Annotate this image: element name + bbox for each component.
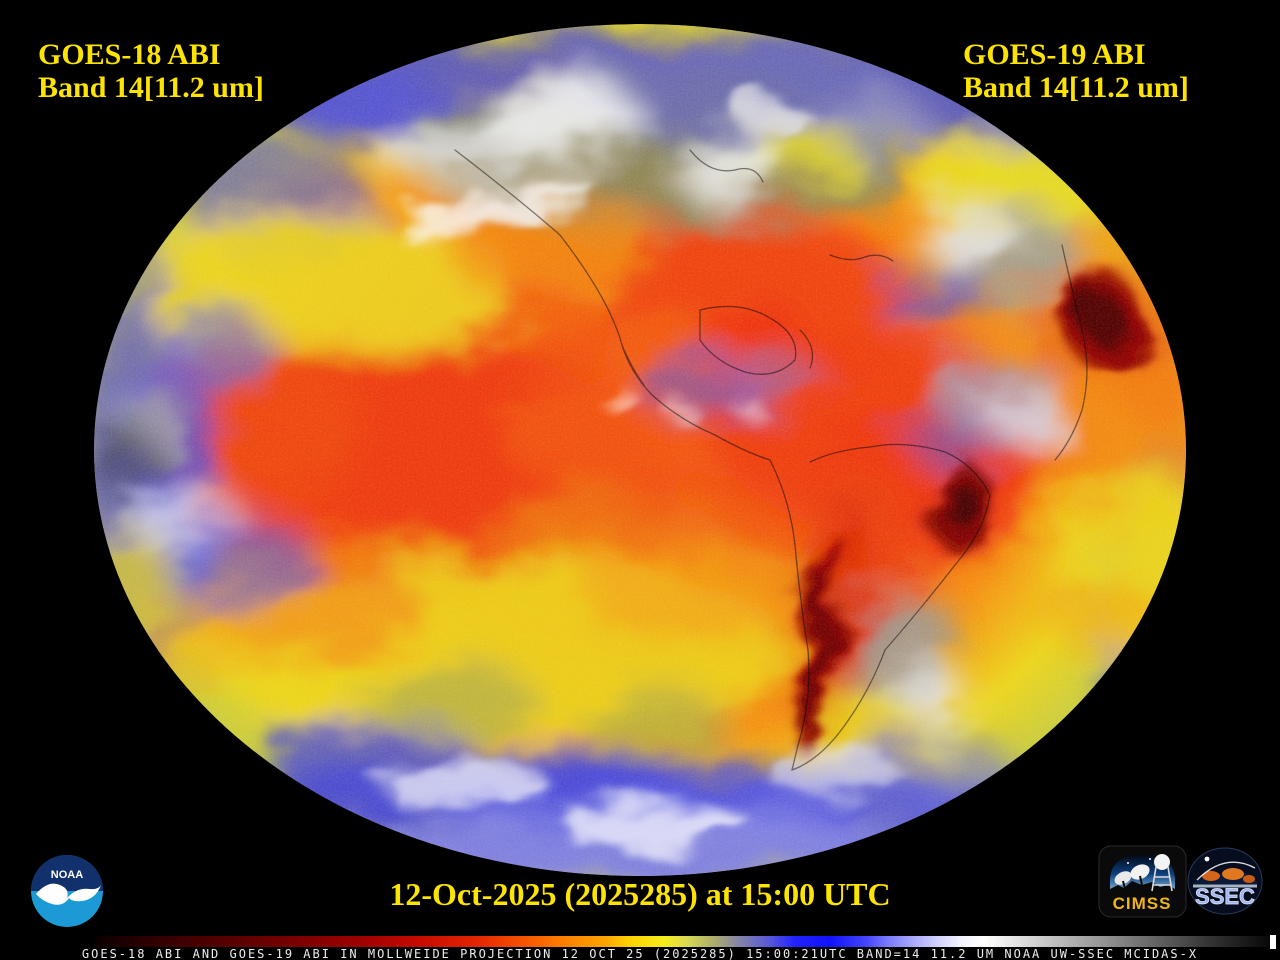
colorbar-end-tick	[1270, 935, 1276, 949]
cimss-logo-text: CIMSS	[1113, 894, 1172, 913]
noaa-logo: NOAA	[30, 854, 104, 933]
temperature-colorbar	[96, 936, 1280, 947]
noaa-logo-text: NOAA	[51, 869, 83, 881]
cimss-skyline	[1110, 881, 1175, 897]
image-grain	[94, 24, 1186, 876]
ssec-continent	[1243, 875, 1255, 883]
cimss-dish-icon	[1130, 864, 1150, 880]
satellite-name-left: GOES-18 ABI	[38, 38, 221, 71]
ssec-logo-text: SSEC	[1195, 884, 1255, 909]
ssec-continent	[1222, 868, 1244, 880]
cimss-dish-icon	[1114, 871, 1132, 885]
satellite-label-right: GOES-19 ABI Band 14[11.2 um]	[963, 38, 1189, 104]
band-label-right: Band 14[11.2 um]	[963, 71, 1189, 104]
noaa-seagull-icon	[36, 883, 101, 905]
satellite-label-left: GOES-18 ABI Band 14[11.2 um]	[38, 38, 264, 104]
ssec-continent	[1202, 871, 1220, 881]
cimss-logo: CIMSS	[1098, 845, 1187, 923]
status-line: GOES-18 ABI AND GOES-19 ABI IN MOLLWEIDE…	[81, 947, 1199, 960]
cimss-watertower-icon	[1154, 854, 1170, 870]
ssec-logo: SSEC	[1187, 846, 1263, 921]
ssec-star-icon	[1204, 856, 1210, 862]
timestamp-label: 12-Oct-2025 (2025285) at 15:00 UTC	[389, 876, 891, 912]
ssec-orbit-line	[1196, 861, 1256, 881]
satellite-name-right: GOES-19 ABI	[963, 38, 1146, 71]
band-label-left: Band 14[11.2 um]	[38, 71, 264, 104]
